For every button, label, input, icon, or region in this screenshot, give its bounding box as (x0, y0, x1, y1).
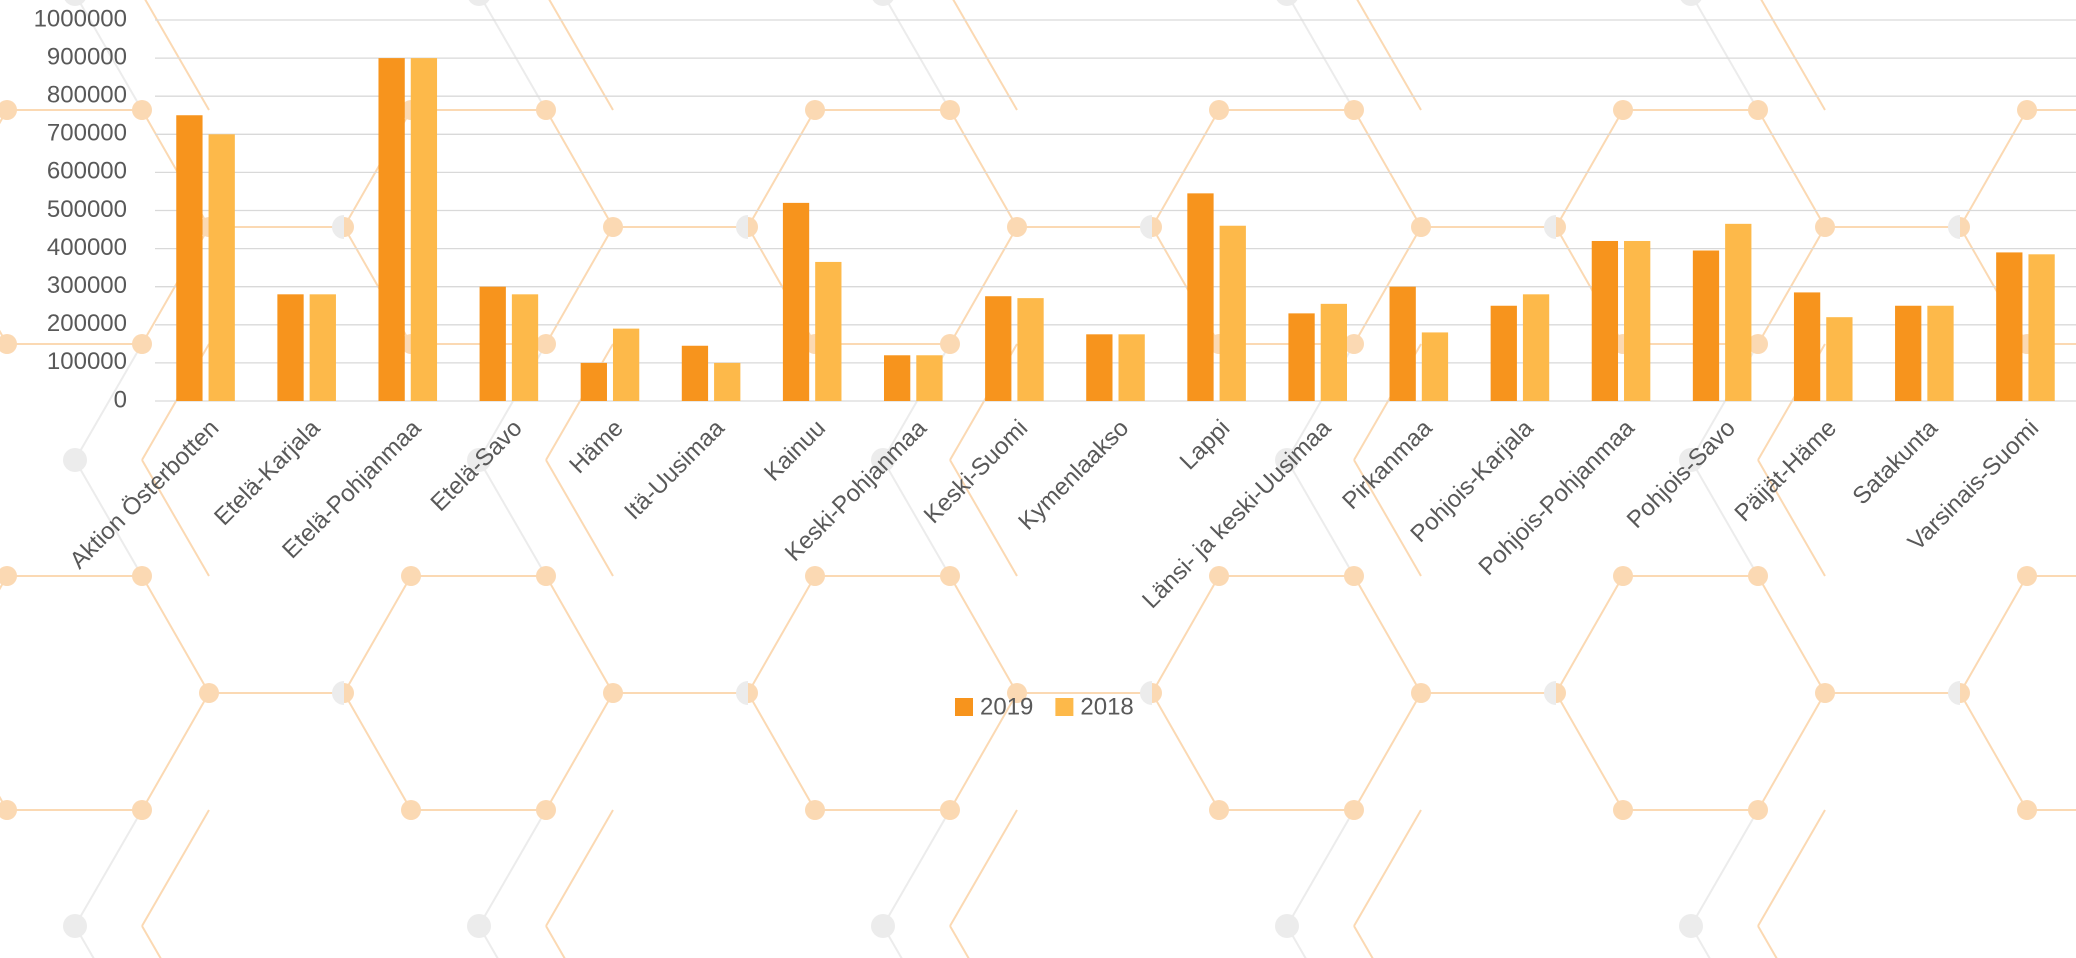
bar (884, 355, 910, 401)
y-tick-label: 900000 (47, 43, 127, 70)
bar (1592, 241, 1618, 401)
y-tick-label: 700000 (47, 120, 127, 147)
bar (783, 203, 809, 401)
bar (985, 296, 1011, 401)
bar (714, 363, 740, 401)
bar (1794, 292, 1820, 401)
y-tick-label: 500000 (47, 196, 127, 223)
bar (512, 294, 538, 401)
y-tick-label: 800000 (47, 82, 127, 109)
y-tick-label: 0 (114, 386, 127, 413)
legend-swatch (955, 698, 973, 716)
bar (581, 363, 607, 401)
bar (176, 115, 202, 401)
bar (1996, 252, 2022, 401)
bar (1523, 294, 1549, 401)
y-tick-label: 300000 (47, 272, 127, 299)
bar (480, 287, 506, 401)
bar (916, 355, 942, 401)
bar (1927, 306, 1953, 401)
bar (1895, 306, 1921, 401)
bar (277, 294, 303, 401)
y-tick-label: 400000 (47, 234, 127, 261)
bar (1725, 224, 1751, 401)
bar (310, 294, 336, 401)
bar (209, 134, 235, 401)
chart: 2019 2018 0 100000 200000 300000 400000 500000… (0, 0, 2076, 958)
legend-label: 2018 (1080, 693, 1133, 720)
y-tick-label: 200000 (47, 310, 127, 337)
bar (1390, 287, 1416, 401)
legend-swatch (1055, 698, 1073, 716)
bar (1321, 304, 1347, 401)
bar (1491, 306, 1517, 401)
bar (1422, 332, 1448, 401)
bar (1288, 313, 1314, 401)
bar (1220, 226, 1246, 401)
bar (378, 58, 404, 401)
bar (2028, 254, 2054, 401)
bar (1693, 251, 1719, 401)
bar (1086, 334, 1112, 401)
bar (1826, 317, 1852, 401)
bar (1187, 193, 1213, 401)
legend-label: 2019 (980, 693, 1033, 720)
bar (682, 346, 708, 401)
y-tick-label: 100000 (47, 348, 127, 375)
y-tick-label: 600000 (47, 158, 127, 185)
y-tick-label: 1000000 (34, 5, 127, 32)
bar (1017, 298, 1043, 401)
bar (411, 58, 437, 401)
bar (613, 329, 639, 401)
bar (1624, 241, 1650, 401)
bar (1119, 334, 1145, 401)
bar (815, 262, 841, 401)
